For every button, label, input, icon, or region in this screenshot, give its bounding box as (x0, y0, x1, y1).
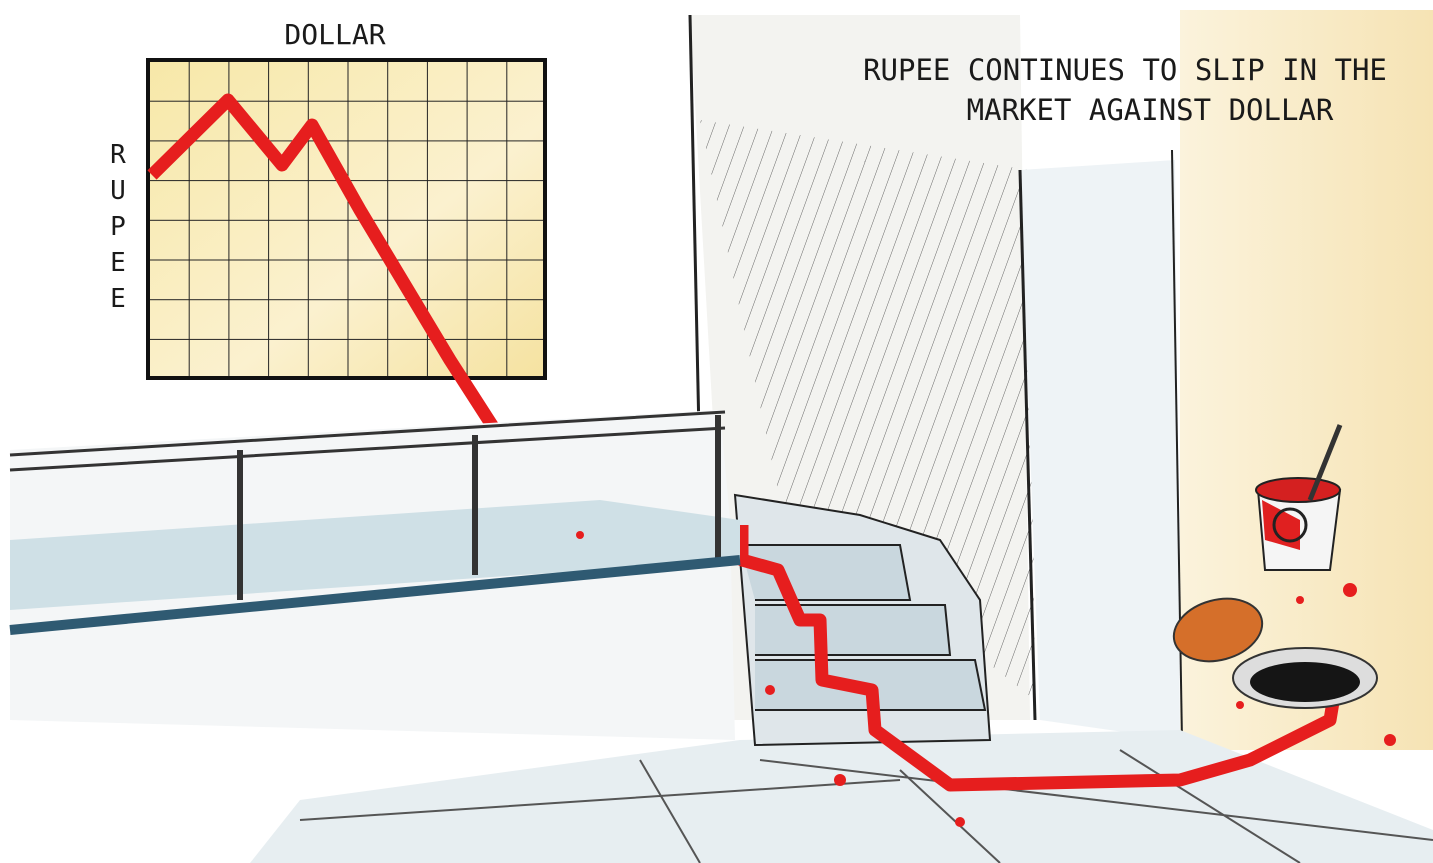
caption-line: RUPEE CONTINUES TO SLIP IN THE (863, 53, 1387, 87)
caption-line: MARKET AGAINST DOLLAR (967, 93, 1334, 127)
y-axis-label: RUPEE (103, 140, 133, 320)
railing (10, 410, 740, 740)
page: {"sign": {"x_label": "DOLLAR", "y_label"… (0, 0, 1433, 863)
cartoon: DOLLAR RUPEE RUPEE CONTINUES TO SLIP IN … (0, 0, 1433, 863)
x-axis-label: DOLLAR (284, 18, 385, 51)
